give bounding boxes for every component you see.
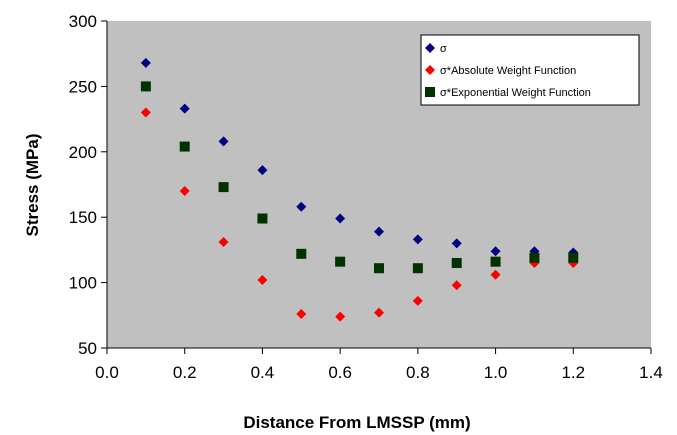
x-tick-label: 1.2 [561, 363, 585, 382]
data-point [140, 81, 151, 92]
series-3 [140, 81, 579, 274]
legend-label: σ*Absolute Weight Function [440, 65, 576, 77]
data-point [374, 307, 384, 318]
data-point [218, 182, 229, 193]
data-point [490, 246, 501, 257]
data-point [529, 252, 540, 263]
data-point [296, 248, 307, 259]
legend-marker [425, 43, 435, 53]
x-axis-ticks: 0.0 0.2 0.4 0.6 0.8 1.0 1.2 1.4 [95, 348, 663, 382]
legend-label: σ*Exponential Weight Function [440, 87, 591, 99]
data-point [335, 311, 346, 322]
data-point [296, 308, 307, 319]
data-point [374, 263, 384, 274]
x-tick-label: 0.8 [406, 363, 430, 382]
data-point [179, 186, 190, 197]
data-point [218, 136, 229, 147]
y-tick-label: 100 [69, 274, 97, 293]
data-point [451, 257, 462, 268]
y-tick-label: 300 [69, 12, 97, 31]
data-point [490, 269, 501, 280]
y-tick-label: 50 [78, 339, 97, 358]
x-tick-label: 0.6 [328, 363, 352, 382]
legend-label: σ [440, 43, 447, 55]
series-1 [140, 57, 579, 258]
x-tick-label: 0.0 [95, 363, 119, 382]
data-point [412, 234, 423, 245]
data-point [257, 274, 268, 285]
data-point [374, 226, 384, 237]
data-point [529, 246, 540, 257]
legend-marker [425, 65, 435, 75]
x-tick-label: 0.4 [251, 363, 275, 382]
data-point [335, 213, 346, 224]
data-points [140, 57, 579, 322]
data-point [296, 201, 307, 212]
y-tick-label: 200 [69, 143, 97, 162]
y-tick-label: 250 [69, 77, 97, 96]
y-axis-ticks: 50 100 150 200 250 300 [69, 12, 107, 358]
data-point [451, 238, 462, 249]
data-point [451, 280, 462, 291]
x-tick-label: 1.0 [484, 363, 508, 382]
data-point [257, 213, 268, 224]
data-point [140, 107, 151, 118]
data-point [257, 165, 268, 176]
x-tick-label: 0.2 [173, 363, 197, 382]
data-point [568, 252, 579, 263]
data-point [179, 103, 190, 114]
data-point [179, 141, 190, 152]
x-axis-title: Distance From LMSSP (mm) [243, 413, 470, 432]
legend-marker [425, 87, 435, 97]
data-point [218, 237, 229, 248]
y-tick-label: 150 [69, 208, 97, 227]
data-point [412, 295, 423, 306]
y-axis-title: Stress (MPa) [23, 134, 42, 237]
data-point [490, 256, 501, 267]
legend: σ σ*Absolute Weight Function σ*Exponential… [420, 34, 640, 106]
legend-box [420, 34, 640, 106]
data-point [140, 57, 151, 68]
x-tick-label: 1.4 [639, 363, 663, 382]
data-point [412, 263, 423, 274]
data-point [335, 256, 346, 267]
